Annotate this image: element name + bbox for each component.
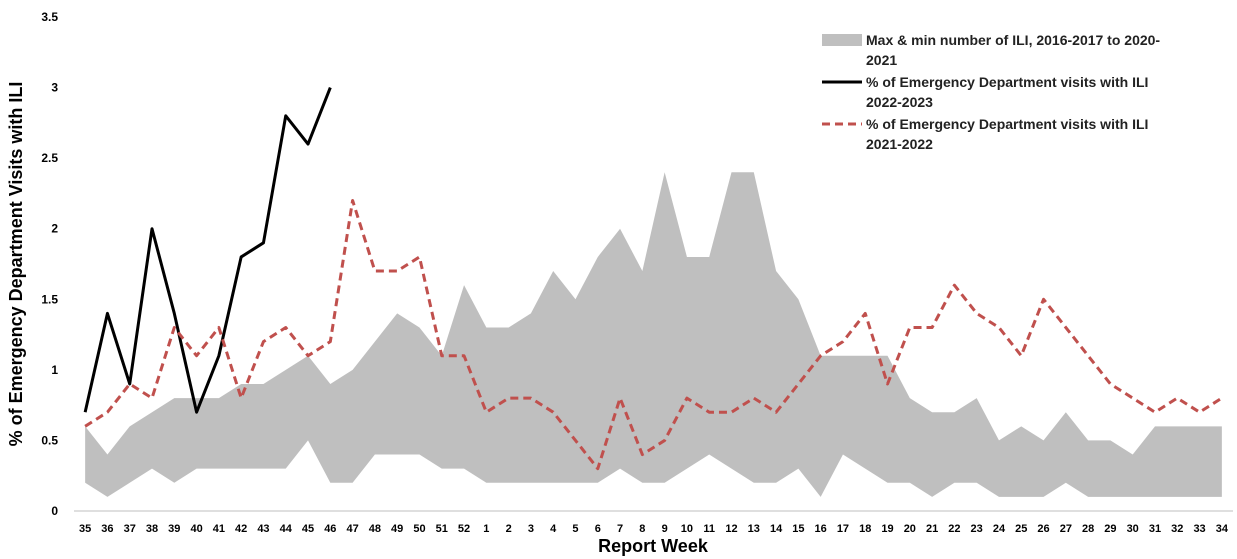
x-tick-label: 6 [595, 523, 601, 535]
legend-item: Max & min number of ILI, 2016-2017 to 20… [818, 30, 1188, 70]
x-tick-label: 4 [550, 523, 557, 535]
x-tick-label: 49 [391, 523, 403, 535]
y-tick-label: 3.5 [41, 10, 58, 24]
y-axis-title: % of Emergency Department Visits with IL… [6, 82, 26, 447]
x-tick-label: 47 [346, 523, 358, 535]
x-tick-label: 48 [369, 523, 381, 535]
x-tick-label: 14 [770, 523, 783, 535]
x-tick-label: 50 [413, 523, 425, 535]
y-tick-label: 0 [51, 504, 58, 518]
x-tick-label: 51 [436, 523, 448, 535]
legend-key [822, 80, 862, 84]
legend-item: % of Emergency Department visits with IL… [818, 72, 1188, 112]
x-tick-label: 11 [703, 523, 715, 535]
x-tick-label: 32 [1171, 523, 1183, 535]
x-tick-label: 40 [190, 523, 202, 535]
legend: Max & min number of ILI, 2016-2017 to 20… [818, 30, 1188, 156]
data-line [84, 198, 1223, 471]
x-tick-label: 28 [1082, 523, 1094, 535]
y-tick-label: 1.5 [41, 292, 58, 306]
x-tick-label: 17 [837, 523, 849, 535]
x-tick-label: 19 [881, 523, 893, 535]
y-tick-label: 1 [51, 363, 58, 377]
x-tick-label: 29 [1104, 523, 1116, 535]
x-tick-label: 44 [280, 523, 293, 535]
x-tick-label: 33 [1193, 523, 1205, 535]
x-tick-label: 22 [948, 523, 960, 535]
x-tick-label: 37 [124, 523, 136, 535]
x-tick-label: 26 [1037, 523, 1049, 535]
x-tick-label: 1 [483, 523, 489, 535]
legend-swatch [822, 34, 862, 46]
x-tick-label: 10 [681, 523, 693, 535]
x-tick-label: 45 [302, 523, 314, 535]
legend-item: % of Emergency Department visits with IL… [818, 114, 1188, 154]
x-tick-label: 46 [324, 523, 336, 535]
x-tick-label: 7 [617, 523, 623, 535]
y-tick-label: 2 [51, 222, 58, 236]
x-tick-label: 18 [859, 523, 871, 535]
x-tick-label: 36 [101, 523, 113, 535]
legend-label: % of Emergency Department visits with IL… [866, 116, 1149, 152]
y-tick-label: 2.5 [41, 151, 58, 165]
x-tick-label: 2 [506, 523, 512, 535]
x-tick-label: 24 [993, 523, 1006, 535]
x-tick-label: 21 [926, 523, 938, 535]
x-tick-label: 41 [213, 523, 225, 535]
x-tick-label: 34 [1216, 523, 1229, 535]
x-tick-label: 42 [235, 523, 247, 535]
x-tick-label: 23 [971, 523, 983, 535]
x-tick-label: 3 [528, 523, 534, 535]
x-tick-label: 31 [1149, 523, 1161, 535]
x-tick-label: 35 [79, 523, 91, 535]
x-tick-label: 38 [146, 523, 158, 535]
x-tick-label: 52 [458, 523, 470, 535]
y-tick-label: 0.5 [41, 433, 58, 447]
legend-label: % of Emergency Department visits with IL… [866, 74, 1149, 110]
x-tick-label: 9 [662, 523, 668, 535]
x-tick-label: 43 [257, 523, 269, 535]
legend-key [822, 34, 862, 46]
x-tick-label: 39 [168, 523, 180, 535]
legend-label: Max & min number of ILI, 2016-2017 to 20… [866, 32, 1161, 68]
legend-key [822, 122, 862, 126]
x-tick-label: 30 [1127, 523, 1139, 535]
x-tick-label: 27 [1060, 523, 1072, 535]
x-tick-label: 5 [572, 523, 578, 535]
data-line [83, 87, 332, 414]
x-tick-label: 12 [725, 523, 737, 535]
x-axis-title: Report Week [598, 536, 709, 556]
x-tick-label: 25 [1015, 523, 1027, 535]
x-tick-label: 20 [904, 523, 916, 535]
x-tick-label: 13 [748, 523, 760, 535]
x-tick-label: 16 [815, 523, 827, 535]
x-tick-label: 15 [792, 523, 804, 535]
x-tick-label: 8 [639, 523, 645, 535]
range-area [85, 172, 1222, 497]
y-tick-label: 3 [51, 81, 58, 95]
